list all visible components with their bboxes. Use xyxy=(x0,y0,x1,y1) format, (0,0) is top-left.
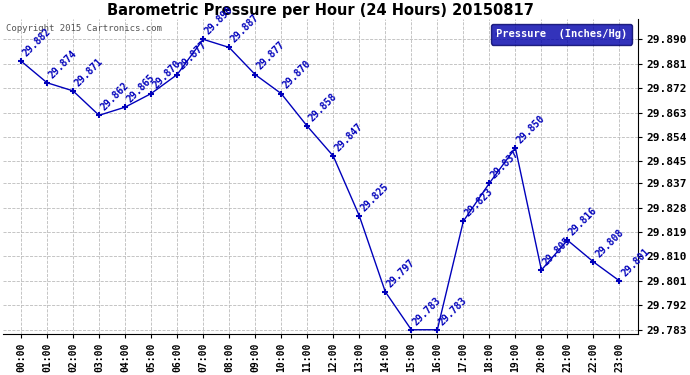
Text: 29.862: 29.862 xyxy=(99,81,131,112)
Legend: Pressure  (Inches/Hg): Pressure (Inches/Hg) xyxy=(491,24,633,45)
Text: 29.823: 29.823 xyxy=(463,186,495,218)
Text: 29.783: 29.783 xyxy=(437,295,469,327)
Text: 29.847: 29.847 xyxy=(333,121,365,153)
Text: 29.837: 29.837 xyxy=(489,148,521,180)
Text: 29.887: 29.887 xyxy=(229,13,261,45)
Title: Barometric Pressure per Hour (24 Hours) 20150817: Barometric Pressure per Hour (24 Hours) … xyxy=(107,3,533,18)
Text: 29.865: 29.865 xyxy=(125,72,157,104)
Text: 29.816: 29.816 xyxy=(567,206,600,237)
Text: 29.825: 29.825 xyxy=(359,181,391,213)
Text: 29.783: 29.783 xyxy=(411,295,443,327)
Text: 29.858: 29.858 xyxy=(307,92,339,123)
Text: 29.797: 29.797 xyxy=(385,257,417,289)
Text: 29.877: 29.877 xyxy=(177,40,209,72)
Text: 29.871: 29.871 xyxy=(73,56,105,88)
Text: 29.850: 29.850 xyxy=(515,113,547,145)
Text: 29.874: 29.874 xyxy=(47,48,79,80)
Text: 29.877: 29.877 xyxy=(255,40,287,72)
Text: 29.801: 29.801 xyxy=(620,246,651,278)
Text: 29.890: 29.890 xyxy=(203,4,235,36)
Text: 29.805: 29.805 xyxy=(542,235,573,267)
Text: 29.870: 29.870 xyxy=(151,59,183,91)
Text: 29.808: 29.808 xyxy=(593,227,625,259)
Text: 29.882: 29.882 xyxy=(21,26,53,58)
Text: Copyright 2015 Cartronics.com: Copyright 2015 Cartronics.com xyxy=(6,24,162,33)
Text: 29.870: 29.870 xyxy=(281,59,313,91)
